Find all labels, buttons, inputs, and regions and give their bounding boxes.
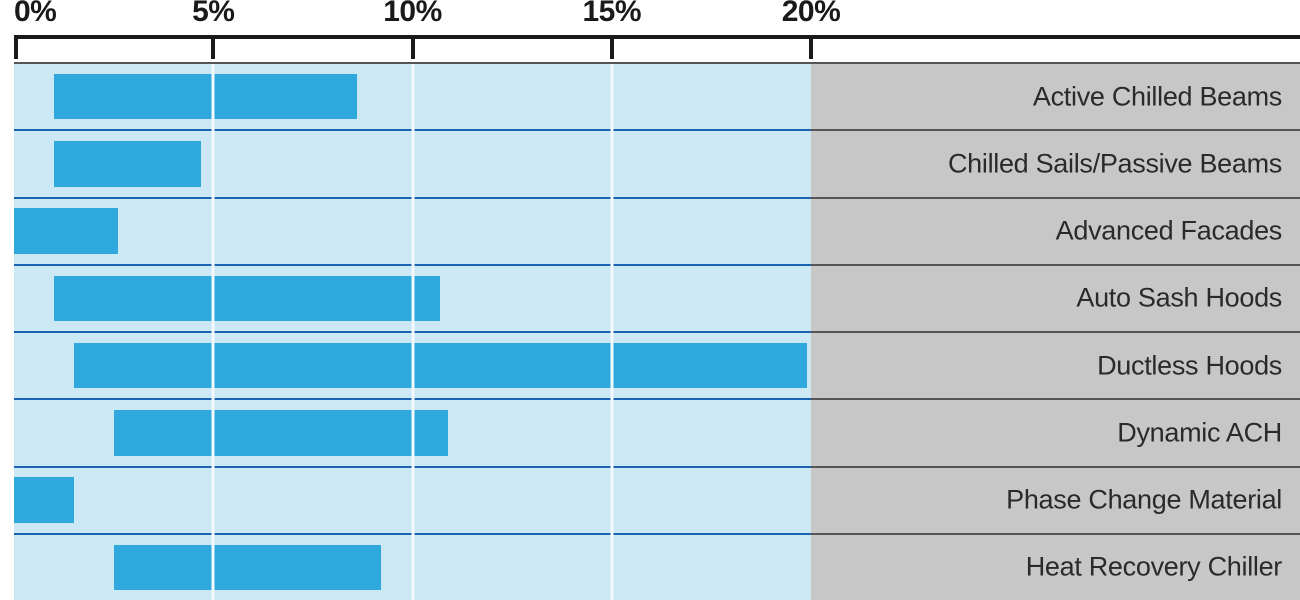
bar — [14, 477, 74, 523]
bar — [14, 208, 118, 254]
axis-tick — [14, 35, 18, 59]
axis-tick — [411, 35, 415, 59]
axis-tick — [211, 35, 215, 59]
axis-tick-label: 20% — [782, 0, 841, 29]
chart-row: Active Chilled Beams — [14, 64, 1300, 131]
chart-row: Heat Recovery Chiller — [14, 535, 1300, 600]
row-label: Active Chilled Beams — [1033, 81, 1282, 112]
axis-tick-label: 15% — [582, 0, 641, 29]
savings-bar-chart: 0% 5% 10% 15% 20% Active Chilled Beams Chille… — [0, 0, 1300, 600]
axis-tick-label: 10% — [383, 0, 442, 29]
axis-tick-label: 0% — [14, 0, 56, 29]
gridline — [411, 64, 414, 600]
chart-row: Chilled Sails/Passive Beams — [14, 131, 1300, 198]
axis-tick — [610, 35, 614, 59]
chart-row: Auto Sash Hoods — [14, 266, 1300, 333]
row-label: Advanced Facades — [1056, 216, 1282, 247]
bar — [54, 74, 357, 120]
row-label: Dynamic ACH — [1117, 417, 1282, 448]
axis-line — [14, 35, 1300, 39]
plot-area: Active Chilled Beams Chilled Sails/Passiv… — [14, 62, 1300, 600]
chart-row: Phase Change Material — [14, 468, 1300, 535]
bar — [54, 276, 441, 322]
axis-tick-label: 5% — [192, 0, 234, 29]
chart-row: Ductless Hoods — [14, 333, 1300, 400]
bar — [114, 410, 449, 456]
chart-row: Advanced Facades — [14, 199, 1300, 266]
gridline — [212, 64, 215, 600]
axis-labels: 0% 5% 10% 15% 20% — [0, 0, 1300, 38]
row-label: Chilled Sails/Passive Beams — [948, 148, 1282, 179]
chart-row: Dynamic ACH — [14, 400, 1300, 467]
row-label: Heat Recovery Chiller — [1026, 552, 1282, 583]
gridline — [610, 64, 613, 600]
axis-tick — [809, 35, 813, 59]
bar — [114, 545, 381, 591]
bar — [54, 141, 201, 187]
row-label: Auto Sash Hoods — [1076, 283, 1282, 314]
bar — [74, 343, 807, 389]
row-label: Phase Change Material — [1006, 485, 1282, 516]
row-label: Ductless Hoods — [1097, 350, 1282, 381]
rows-container: Active Chilled Beams Chilled Sails/Passiv… — [14, 64, 1300, 600]
